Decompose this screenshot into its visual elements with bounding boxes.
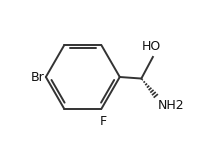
Text: NH2: NH2	[158, 99, 184, 111]
Text: Br: Br	[31, 71, 44, 83]
Text: F: F	[99, 115, 106, 128]
Text: HO: HO	[142, 40, 161, 53]
